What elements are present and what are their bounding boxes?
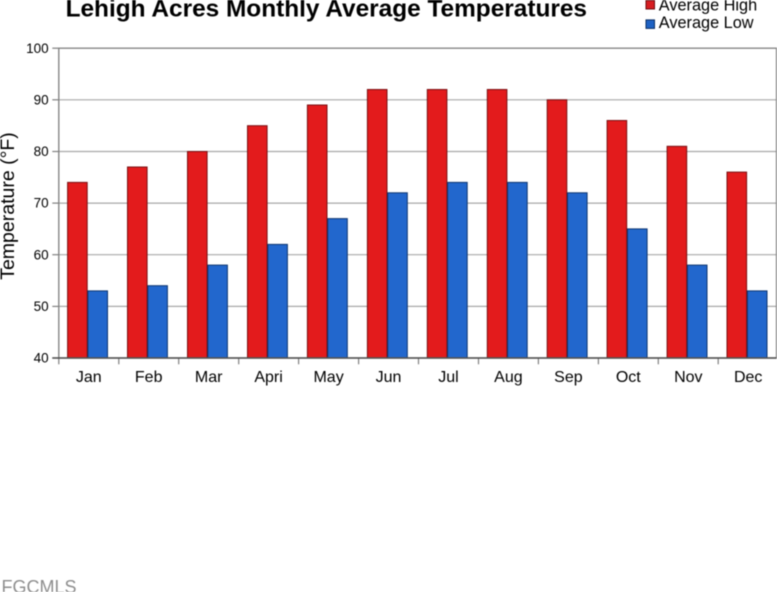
svg-text:60: 60 [34,247,49,262]
svg-text:70: 70 [34,196,49,211]
svg-text:Aug: Aug [494,369,522,386]
svg-text:Mar: Mar [195,369,223,386]
svg-text:Jul: Jul [438,369,458,386]
svg-text:Dec: Dec [734,369,762,386]
svg-text:50: 50 [34,299,49,314]
svg-text:Feb: Feb [135,369,163,386]
svg-text:Apri: Apri [254,369,282,386]
svg-text:Average High: Average High [659,0,757,15]
svg-text:Nov: Nov [674,369,702,386]
svg-text:May: May [313,369,343,386]
svg-text:Jun: Jun [376,369,402,386]
svg-text:Sep: Sep [554,369,583,386]
svg-text:80: 80 [34,144,49,159]
svg-text:Average Low: Average Low [659,14,754,32]
svg-text:Jan: Jan [76,369,102,386]
svg-text:Oct: Oct [616,369,641,386]
svg-text:Lehigh Acres Monthly Average T: Lehigh Acres Monthly Average Temperature… [66,0,587,22]
svg-text:Temperature (°F): Temperature (°F) [0,132,19,280]
svg-text:100: 100 [26,41,49,56]
svg-text:90: 90 [34,92,49,107]
svg-text:FGCMLS: FGCMLS [2,577,77,592]
svg-text:40: 40 [34,351,49,366]
